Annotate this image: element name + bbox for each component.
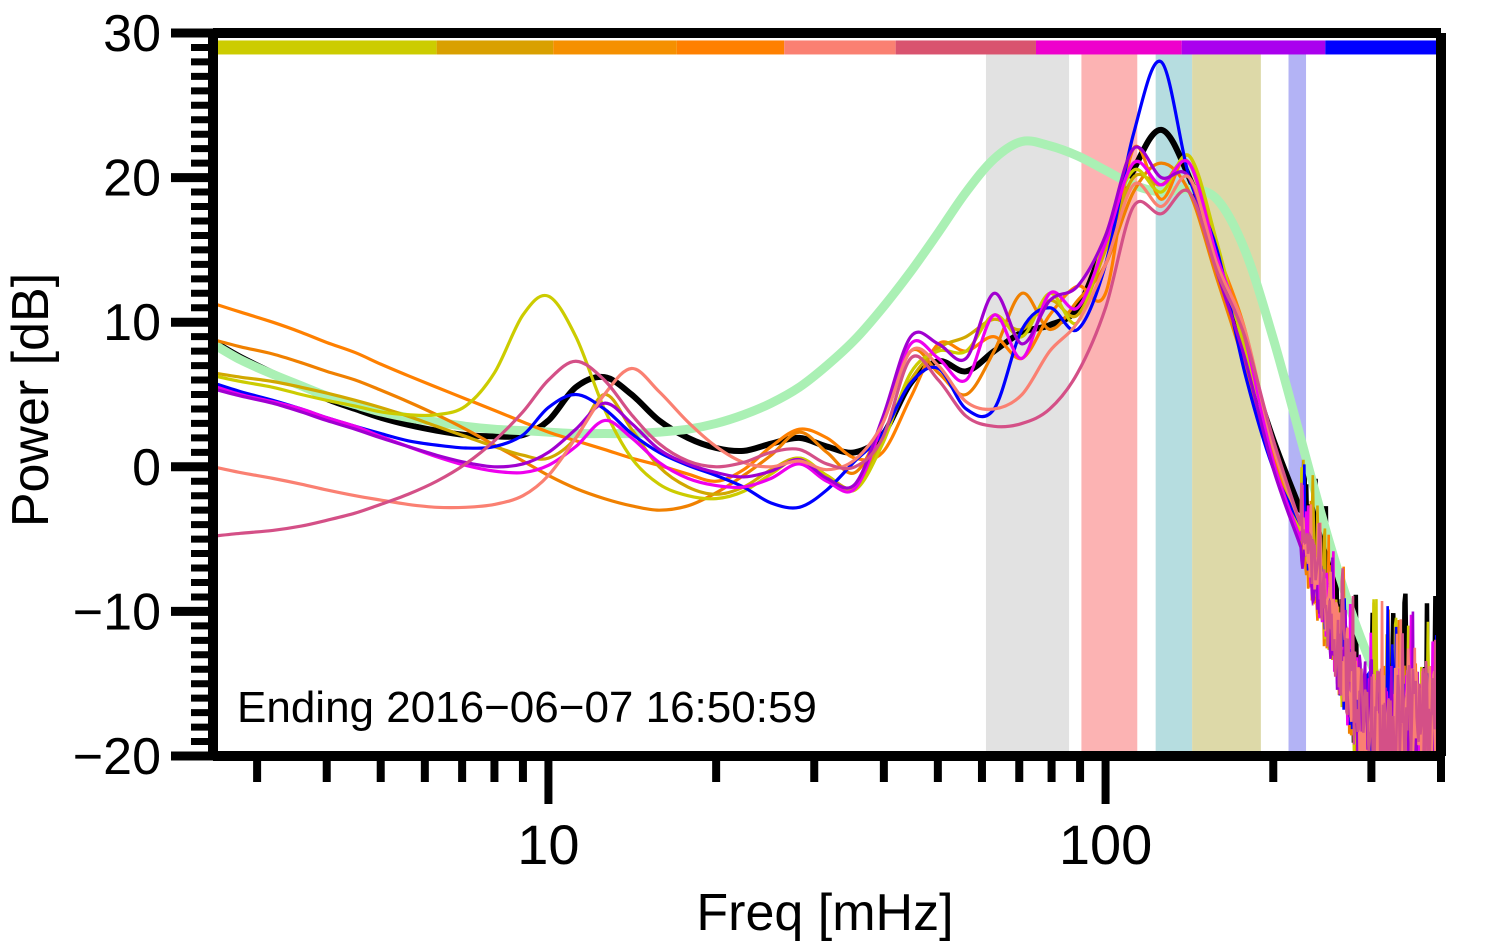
curve-blue: [211, 59, 1303, 527]
y-tick-label: −20: [73, 728, 161, 786]
plot-frame: [208, 28, 1446, 761]
curve-purple: [211, 145, 1303, 548]
band-periwinkle: [1288, 45, 1307, 756]
colorbar-segment-2: [553, 40, 677, 55]
colorbar-segment-6: [1035, 40, 1182, 55]
x-tick-label: 100: [1059, 813, 1152, 876]
y-axis-label: Power [dB]: [2, 273, 60, 527]
curve-crimson-noise-tail: [1299, 482, 1443, 756]
colorbar-segment-7: [1181, 40, 1326, 55]
y-tick-label: −10: [73, 583, 161, 641]
y-axis-ticks: [171, 28, 213, 761]
band-teal: [1155, 45, 1193, 756]
curve-orange-bright: [211, 144, 1303, 534]
curve-orange-dark: [211, 161, 1303, 548]
colorbar-segment-3: [676, 40, 785, 55]
x-tick-labels: 10 100: [517, 813, 1152, 876]
colorbar-segment-4: [784, 40, 896, 55]
colorbar-segment-8: [1325, 40, 1441, 55]
colorbar-segment-0: [213, 40, 437, 55]
y-tick-labels: −20 −10 0 10 20 30: [73, 5, 161, 786]
curve-goldenrod: [211, 158, 1303, 527]
curve-magenta: [211, 159, 1303, 541]
ending-timestamp-annotation: Ending 2016−06−07 16:50:59: [237, 683, 817, 732]
y-tick-label: 0: [132, 439, 161, 497]
curve-salmon: [211, 174, 1303, 527]
band-khaki: [1192, 45, 1261, 756]
colorbar-segment-1: [436, 40, 554, 55]
x-axis-ticks: [253, 756, 1445, 804]
top-colorbar: [213, 40, 1441, 55]
data-curves-group: [208, 59, 1445, 760]
y-tick-label: 20: [103, 150, 161, 208]
colorbar-segment-5: [895, 40, 1036, 55]
y-tick-label: 10: [103, 294, 161, 352]
curve-olive-yellow: [211, 153, 1303, 534]
x-axis-label: Freq [mHz]: [696, 884, 953, 942]
x-tick-label: 10: [517, 813, 579, 876]
y-tick-label: 30: [103, 5, 161, 63]
curve-crimson: [211, 188, 1303, 538]
